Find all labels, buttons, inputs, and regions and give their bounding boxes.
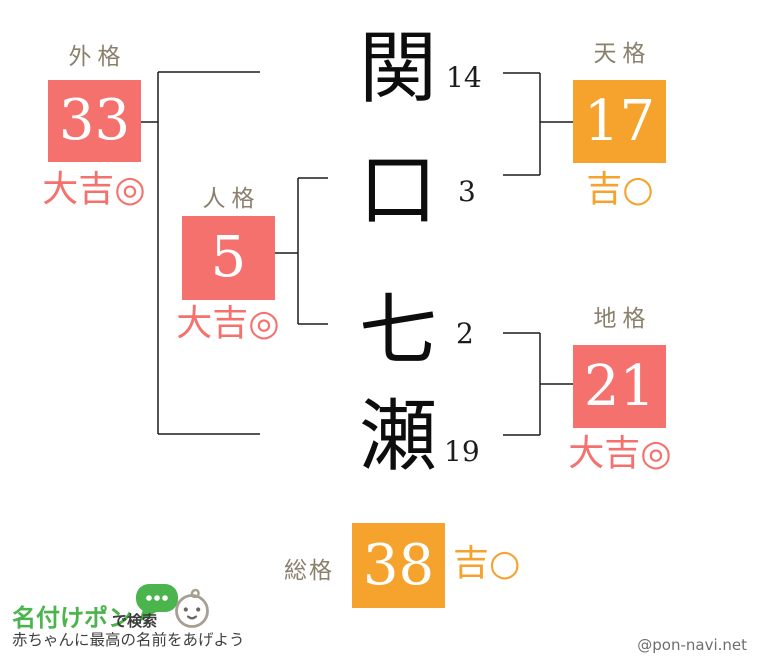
brand-suffix-text: で検索 xyxy=(112,612,158,630)
brand-tagline: 赤ちゃんに最高の名前をあげよう xyxy=(12,631,245,649)
gaikaku-label: 外格 xyxy=(68,44,127,70)
soukaku-fortune: 吉○ xyxy=(453,543,521,584)
gaikaku-value-box: 33 xyxy=(48,80,141,162)
stroke-count-3: 2 xyxy=(456,317,474,350)
name-char-3: 七 xyxy=(358,286,437,376)
chikaku-fortune: 大吉◎ xyxy=(568,433,672,474)
tenkaku-fortune: 吉○ xyxy=(586,169,654,210)
baby-face-icon xyxy=(175,588,209,628)
jinkaku-label: 人格 xyxy=(202,186,261,212)
soukaku-value-box: 38 xyxy=(352,523,445,608)
speech-bubble-icon xyxy=(136,584,178,622)
stroke-count-4: 19 xyxy=(444,435,480,468)
name-char-1: 関 xyxy=(358,24,437,114)
name-char-4: 瀬 xyxy=(358,392,437,482)
chikaku-label: 地格 xyxy=(593,306,652,332)
stroke-count-1: 14 xyxy=(446,61,482,94)
name-char-2: 口 xyxy=(358,146,437,236)
jinkaku-fortune: 大吉◎ xyxy=(176,303,280,344)
jinkaku-value-box: 5 xyxy=(182,216,275,300)
chikaku-value-box: 21 xyxy=(573,345,666,428)
gaikaku-fortune: 大吉◎ xyxy=(42,169,146,210)
soukaku-label: 総格 xyxy=(284,558,334,584)
tenkaku-value-box: 17 xyxy=(573,80,666,163)
site-credit: @pon-navi.net xyxy=(637,636,747,654)
brand-logo-text: 名付けポン xyxy=(12,604,132,632)
speech-bubble-icon baby-face-icon xyxy=(136,584,209,628)
tenkaku-label: 天格 xyxy=(593,41,652,67)
stroke-count-2: 3 xyxy=(458,175,476,208)
